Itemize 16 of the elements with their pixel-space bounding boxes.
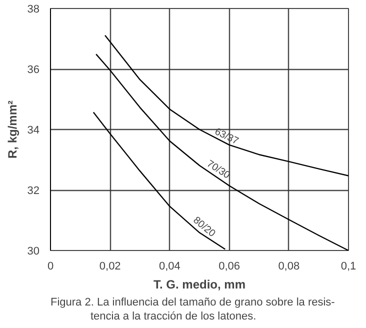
y-tick-label: 38 [27,4,40,16]
y-tick-label: 36 [27,64,40,76]
x-tick-label: 0,06 [218,260,240,272]
x-tick-label: 0,1 [340,260,356,272]
x-tick-label: 0 [47,260,54,272]
line-series [104,34,348,176]
x-tick-label: 0,08 [278,260,300,272]
x-axis-title: T. G. medio, mm [153,278,246,292]
y-tick-label: 30 [27,246,40,258]
y-tick-label: 34 [27,124,40,136]
line-series [95,54,348,250]
text: Figura 2. La influencia del tamaño de grano sobre la resis- tencia a la tracción de los latones. [50,296,336,322]
y-tick-label: 32 [27,185,40,197]
x-tick-label: 0,02 [99,260,121,272]
x-tick-label: 0,04 [158,260,180,272]
y-axis-title: R, kg/mm² [5,100,20,159]
